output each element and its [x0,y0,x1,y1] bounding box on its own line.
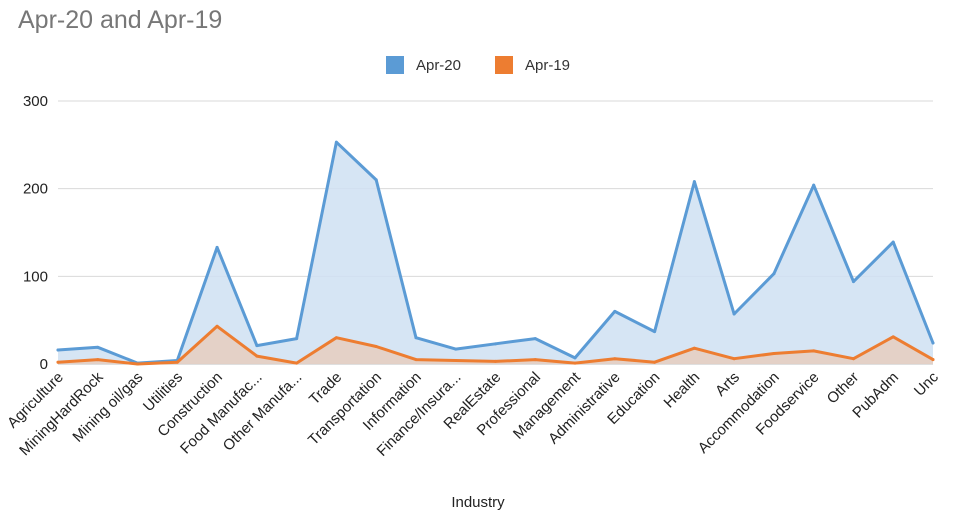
legend-label-apr-19: Apr-19 [525,56,571,74]
data-point-apr-19-17 [732,357,736,361]
data-point-apr-20-0 [56,348,60,352]
data-point-apr-20-4 [215,245,219,249]
data-point-apr-20-10 [454,347,458,351]
y-axis-ticks: 0 100 200 300 [23,93,48,373]
data-point-apr-20-22 [931,341,935,345]
series-areas [56,140,935,366]
data-point-apr-19-20 [851,357,855,361]
data-point-apr-20-14 [613,309,617,313]
legend-label-apr-20: Apr-20 [415,56,461,74]
data-point-apr-19-6 [295,361,299,365]
data-point-apr-20-18 [772,272,776,276]
data-point-apr-20-9 [414,336,418,340]
data-point-apr-19-9 [414,358,418,362]
y-tick-label-200: 200 [23,181,48,198]
data-point-apr-20-8 [374,178,378,182]
data-point-apr-19-4 [215,324,219,328]
data-point-apr-19-2 [136,362,140,366]
data-point-apr-19-7 [334,336,338,340]
data-point-apr-19-13 [573,361,577,365]
data-point-apr-19-18 [772,351,776,355]
data-point-apr-20-21 [891,240,895,244]
legend-item-apr-19[interactable]: Apr-19 [495,56,570,74]
data-point-apr-20-19 [812,183,816,187]
data-point-apr-20-12 [533,337,537,341]
data-point-apr-20-7 [334,140,338,144]
data-point-apr-19-14 [613,357,617,361]
x-tick-label-17: Arts [712,369,743,400]
data-point-apr-19-5 [255,354,259,358]
data-point-apr-20-1 [96,345,100,349]
y-tick-label-0: 0 [40,356,48,373]
data-point-apr-19-16 [692,346,696,350]
legend-item-apr-20[interactable]: Apr-20 [385,56,461,74]
data-point-apr-19-1 [96,358,100,362]
data-point-apr-19-8 [374,344,378,348]
data-point-apr-20-5 [255,344,259,348]
data-point-apr-19-22 [931,358,935,362]
data-point-apr-19-15 [653,360,657,364]
data-point-apr-20-11 [494,342,497,346]
series-area-apr-20 [58,142,933,364]
data-point-apr-19-0 [56,360,60,364]
data-point-apr-19-19 [812,349,816,353]
data-point-apr-20-6 [295,337,299,341]
x-axis-label: Industry [451,494,505,511]
data-point-apr-19-3 [175,360,179,364]
data-point-apr-19-11 [494,359,497,363]
data-point-apr-20-20 [851,280,855,284]
legend-swatch-apr-19 [495,56,513,74]
legend: Apr-20 Apr-19 [0,56,956,74]
data-point-apr-20-17 [732,312,736,316]
legend-swatch-apr-20 [385,56,404,74]
y-tick-label-100: 100 [23,268,48,285]
y-tick-label-300: 300 [23,93,48,110]
x-tick-label-2: Mining oil/gas [69,369,146,446]
x-tick-label-16: Health [661,369,704,412]
data-point-apr-20-13 [573,356,577,360]
chart-title: Apr-20 and Apr-19 [18,6,223,34]
data-point-apr-19-12 [533,358,537,362]
data-point-apr-20-16 [692,180,696,184]
data-point-apr-19-21 [891,335,895,339]
data-point-apr-19-10 [454,358,458,362]
x-tick-label-22: Unc [911,368,942,399]
data-point-apr-20-15 [653,330,657,334]
